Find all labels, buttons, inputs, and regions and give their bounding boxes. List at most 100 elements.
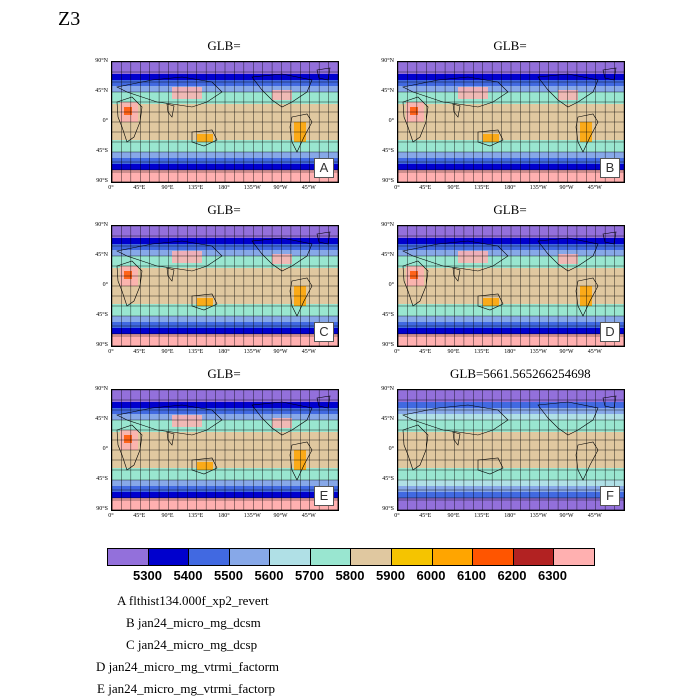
- lon-tick-label: 180°: [495, 349, 525, 355]
- lon-tick-label: 0°: [96, 349, 126, 355]
- colorbar-swatch: [433, 549, 474, 565]
- lat-tick-label: 90°N: [88, 386, 108, 392]
- lon-tick-label: 135°E: [181, 349, 211, 355]
- land-highlight: [458, 87, 488, 99]
- lon-tick-label: 45°E: [410, 185, 440, 191]
- map-plot: E: [111, 389, 339, 511]
- land-highlight: [272, 90, 292, 100]
- lon-tick-label: 45°W: [294, 185, 324, 191]
- legend-text: flthist134.000f_xp2_revert: [129, 593, 269, 608]
- map-field: [112, 226, 338, 346]
- lat-tick-label: 45°S: [374, 148, 394, 154]
- colorbar-swatch: [554, 549, 594, 565]
- lat-tick-label: 0°: [374, 118, 394, 124]
- lon-tick-label: 90°E: [439, 349, 469, 355]
- panel-tag: E: [314, 486, 334, 506]
- panel-title: GLB=5661.565266254698: [450, 366, 570, 382]
- colorbar-label: 5300: [128, 568, 168, 583]
- lon-tick-label: 135°E: [181, 513, 211, 519]
- lon-tick-label: 180°: [209, 349, 239, 355]
- lat-tick-label: 45°N: [88, 88, 108, 94]
- lon-tick-label: 135°W: [237, 185, 267, 191]
- lon-tick-label: 0°: [382, 185, 412, 191]
- panel-tag: C: [314, 322, 334, 342]
- colorbar-label: 5400: [168, 568, 208, 583]
- land-highlight: [483, 134, 499, 142]
- figure-title: Z3: [58, 8, 80, 31]
- map-field: [112, 390, 338, 510]
- colorbar-swatch: [230, 549, 271, 565]
- lon-tick-label: 90°W: [552, 513, 582, 519]
- panel-title: GLB=: [450, 202, 570, 218]
- colorbar-swatch: [514, 549, 555, 565]
- lon-tick-label: 45°W: [294, 349, 324, 355]
- panel-title: GLB=: [450, 38, 570, 54]
- land-highlight: [172, 415, 202, 427]
- colorbar-swatch: [311, 549, 352, 565]
- land-highlight: [197, 298, 213, 306]
- colorbar: [107, 548, 595, 566]
- lat-tick-label: 90°N: [88, 222, 108, 228]
- lon-tick-label: 135°W: [523, 185, 553, 191]
- colorbar-swatch: [270, 549, 311, 565]
- map-plot: A: [111, 61, 339, 183]
- lat-tick-label: 45°N: [374, 252, 394, 258]
- panel-tag: A: [314, 158, 334, 178]
- lon-tick-label: 45°E: [124, 185, 154, 191]
- map-plot: F: [397, 389, 625, 511]
- colorbar-label: 6100: [452, 568, 492, 583]
- lat-tick-label: 45°N: [374, 88, 394, 94]
- legend-key: E: [97, 681, 105, 696]
- lon-tick-label: 45°E: [124, 349, 154, 355]
- lon-tick-label: 135°E: [467, 349, 497, 355]
- lat-tick-label: 90°S: [88, 506, 108, 512]
- lon-tick-label: 0°: [96, 185, 126, 191]
- lat-tick-label: 90°N: [374, 386, 394, 392]
- lat-tick-label: 45°N: [88, 252, 108, 258]
- lat-tick-label: 90°S: [374, 178, 394, 184]
- map-plot: D: [397, 225, 625, 347]
- colorbar-label: 5500: [209, 568, 249, 583]
- lon-tick-label: 135°E: [181, 185, 211, 191]
- lat-tick-label: 90°S: [88, 342, 108, 348]
- lon-tick-label: 90°E: [439, 513, 469, 519]
- lon-tick-label: 135°E: [467, 513, 497, 519]
- colorbar-label: 6300: [533, 568, 573, 583]
- panel-tag: B: [600, 158, 620, 178]
- lat-tick-label: 90°S: [374, 342, 394, 348]
- legend-text: jan24_micro_mg_dcsp: [138, 637, 257, 652]
- colorbar-swatch: [108, 549, 149, 565]
- lon-tick-label: 45°E: [124, 513, 154, 519]
- legend-item: E jan24_micro_mg_vtrmi_factorp: [97, 681, 275, 697]
- lat-tick-label: 90°S: [374, 506, 394, 512]
- land-highlight: [558, 254, 578, 264]
- lon-tick-label: 45°W: [580, 185, 610, 191]
- land-highlight: [558, 90, 578, 100]
- map-plot: C: [111, 225, 339, 347]
- legend-key: D: [96, 659, 105, 674]
- land-highlight: [458, 251, 488, 263]
- lat-tick-label: 0°: [88, 118, 108, 124]
- colorbar-label: 5700: [290, 568, 330, 583]
- panel-title: GLB=: [164, 202, 284, 218]
- lat-tick-label: 90°N: [374, 222, 394, 228]
- lat-tick-label: 0°: [88, 282, 108, 288]
- lon-tick-label: 135°W: [237, 349, 267, 355]
- lat-tick-label: 45°S: [88, 148, 108, 154]
- land-highlight: [272, 254, 292, 264]
- lat-tick-label: 90°S: [88, 178, 108, 184]
- lat-tick-label: 45°N: [374, 416, 394, 422]
- lon-tick-label: 90°W: [552, 185, 582, 191]
- lat-tick-label: 0°: [374, 282, 394, 288]
- colorbar-swatch: [351, 549, 392, 565]
- lat-tick-label: 45°N: [88, 416, 108, 422]
- lon-tick-label: 90°W: [266, 513, 296, 519]
- legend-item: C jan24_micro_mg_dcsp: [126, 637, 257, 653]
- lon-tick-label: 90°W: [552, 349, 582, 355]
- legend-item: D jan24_micro_mg_vtrmi_factorm: [96, 659, 279, 675]
- colorbar-label: 5800: [330, 568, 370, 583]
- lon-tick-label: 0°: [382, 513, 412, 519]
- lon-tick-label: 180°: [495, 185, 525, 191]
- lon-tick-label: 0°: [382, 349, 412, 355]
- colorbar-label: 5900: [371, 568, 411, 583]
